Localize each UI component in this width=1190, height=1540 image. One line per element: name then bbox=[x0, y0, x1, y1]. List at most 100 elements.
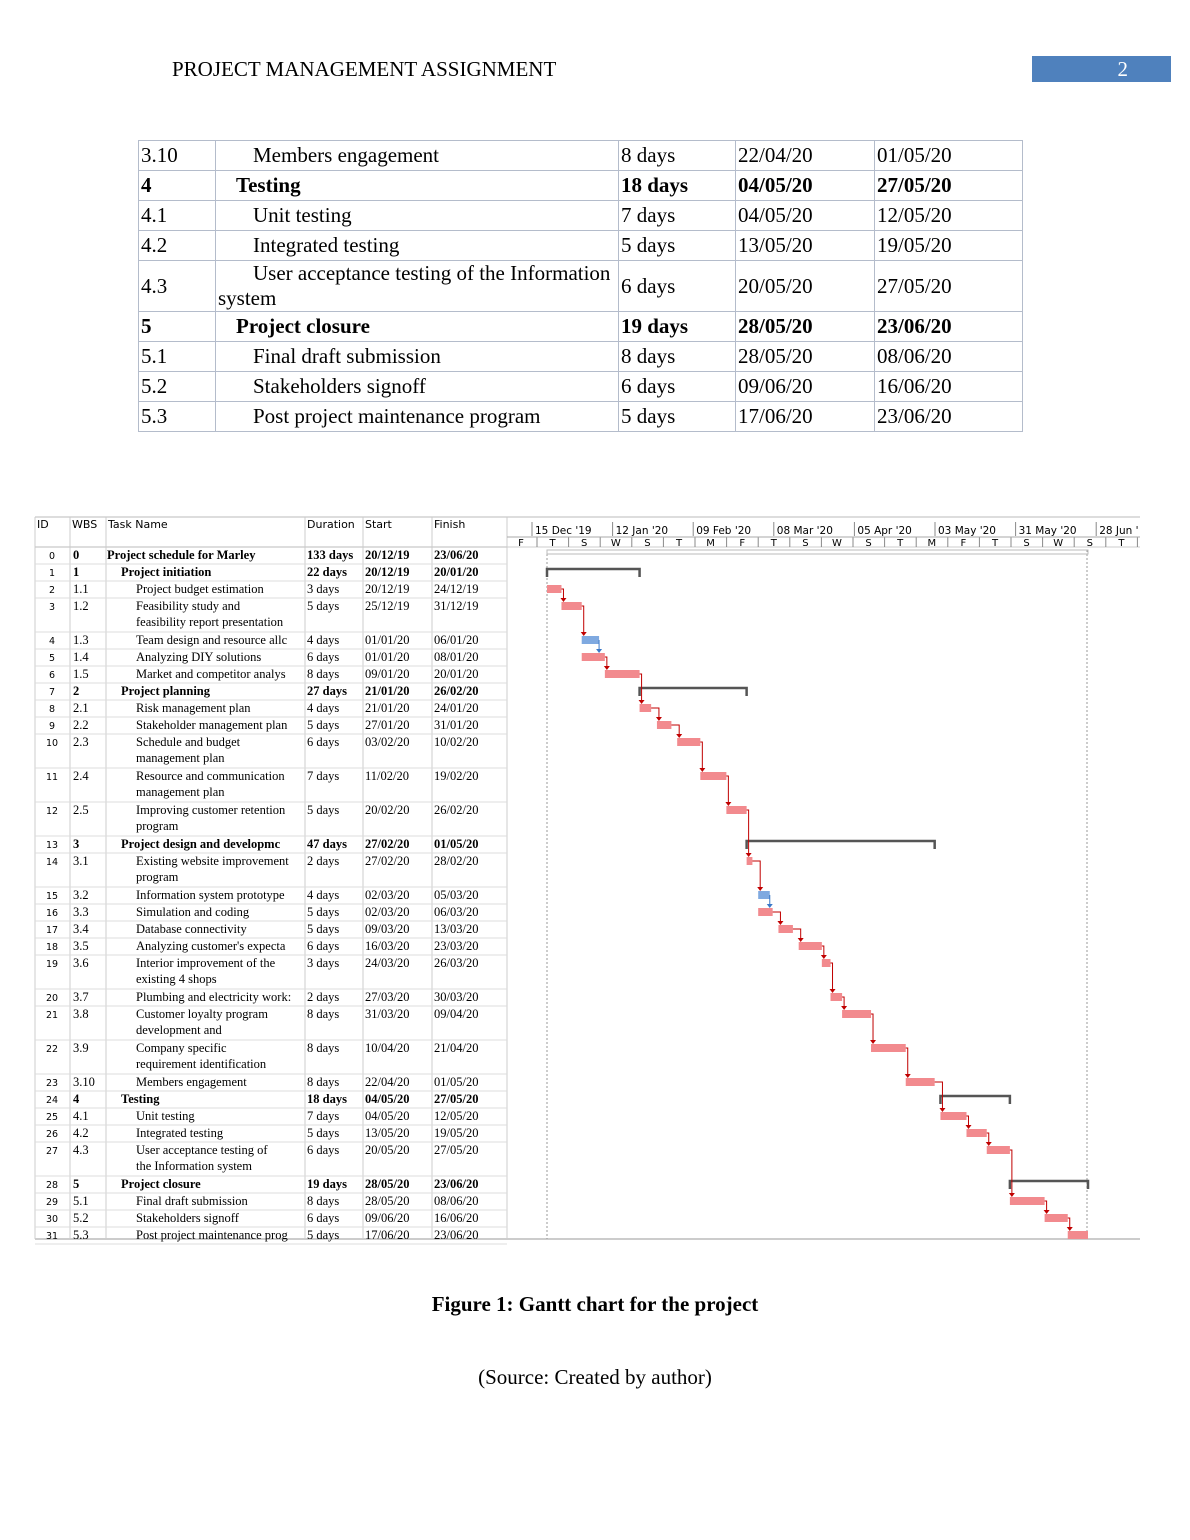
task-finish: 05/03/20 bbox=[434, 888, 478, 902]
task-start: 02/03/20 bbox=[365, 905, 409, 919]
table-cell: Post project maintenance program bbox=[215, 401, 619, 432]
task-duration: 27 days bbox=[307, 684, 347, 698]
dependency-link bbox=[1009, 1149, 1013, 1195]
table-cell: Testing bbox=[215, 170, 619, 201]
dependency-arrow bbox=[939, 1108, 946, 1112]
task-name: Customer loyalty program development and bbox=[136, 1007, 268, 1037]
task-name: Final draft submission bbox=[136, 1194, 249, 1208]
task-wbs: 2.1 bbox=[73, 701, 89, 715]
task-finish: 01/05/20 bbox=[434, 1075, 478, 1089]
table-cell: 27/05/20 bbox=[874, 260, 1023, 312]
table-row: 5 Project closure 19 days 28/05/20 23/06/20 bbox=[138, 311, 1023, 342]
dependency-arrow bbox=[777, 921, 784, 925]
table-cell: 5.1 bbox=[138, 341, 216, 372]
task-id: 25 bbox=[46, 1112, 58, 1123]
task-duration: 6 days bbox=[307, 735, 339, 749]
page-number: 2 bbox=[1032, 56, 1171, 82]
task-wbs: 5.3 bbox=[73, 1228, 89, 1242]
task-finish: 27/05/20 bbox=[434, 1143, 478, 1157]
task-wbs: 3.6 bbox=[73, 956, 89, 970]
dependency-link bbox=[746, 809, 750, 855]
task-duration: 5 days bbox=[307, 1126, 339, 1140]
task-duration: 7 days bbox=[307, 769, 339, 783]
task-id: 19 bbox=[46, 959, 58, 970]
table-cell: 4.2 bbox=[138, 230, 216, 261]
task-bar bbox=[940, 1112, 967, 1120]
table-row: 4.1 Unit testing 7 days 04/05/20 12/05/20 bbox=[138, 200, 1023, 231]
timescale-label: 31 May '20 bbox=[1019, 525, 1077, 537]
dependency-arrow bbox=[1043, 1210, 1050, 1214]
task-id: 24 bbox=[46, 1095, 58, 1106]
dependency-arrow bbox=[560, 598, 567, 602]
table-row: 4 Testing 18 days 04/05/20 27/05/20 bbox=[138, 170, 1023, 201]
task-wbs: 3.4 bbox=[73, 922, 89, 936]
task-id: 27 bbox=[46, 1146, 58, 1157]
dependency-link bbox=[726, 775, 729, 804]
task-name: Risk management plan bbox=[136, 701, 251, 715]
task-finish: 23/06/20 bbox=[434, 1177, 478, 1191]
dependency-link bbox=[905, 1047, 909, 1076]
table-cell: 12/05/20 bbox=[874, 200, 1023, 231]
task-finish: 09/04/20 bbox=[434, 1007, 478, 1021]
task-start: 27/01/20 bbox=[365, 718, 409, 732]
task-wbs: 3.7 bbox=[73, 990, 89, 1004]
task-id: 18 bbox=[46, 942, 58, 953]
task-finish: 06/03/20 bbox=[434, 905, 478, 919]
task-finish: 26/03/20 bbox=[434, 956, 478, 970]
task-duration: 22 days bbox=[307, 565, 347, 579]
task-name: Analyzing customer's expecta bbox=[136, 939, 286, 953]
figure-source: (Source: Created by author) bbox=[478, 1365, 712, 1389]
task-bar bbox=[677, 738, 701, 746]
task-wbs: 3 bbox=[73, 837, 79, 851]
task-start: 01/01/20 bbox=[365, 650, 409, 664]
summary-bar bbox=[638, 686, 748, 696]
task-wbs: 2 bbox=[73, 684, 79, 698]
task-start: 20/12/19 bbox=[365, 548, 409, 562]
task-wbs: 4.1 bbox=[73, 1109, 89, 1123]
column-header: Finish bbox=[434, 518, 465, 531]
task-id: 7 bbox=[49, 687, 55, 698]
table-cell: 23/06/20 bbox=[874, 311, 1023, 342]
task-wbs: 3.1 bbox=[73, 854, 89, 868]
timescale-label: 09 Feb '20 bbox=[696, 525, 751, 537]
task-finish: 21/04/20 bbox=[434, 1041, 478, 1055]
task-duration: 19 days bbox=[307, 1177, 347, 1191]
task-duration: 7 days bbox=[307, 1109, 339, 1123]
timescale-day: S bbox=[802, 538, 808, 549]
task-id: 17 bbox=[46, 925, 58, 936]
table-row: 4.2 Integrated testing 5 days 13/05/20 19/05… bbox=[138, 230, 1023, 261]
task-bar bbox=[758, 891, 770, 899]
timescale-day: S bbox=[644, 538, 650, 549]
timescale-day: T bbox=[770, 538, 778, 549]
table-cell: Members engagement bbox=[215, 140, 619, 171]
task-start: 20/12/19 bbox=[365, 565, 409, 579]
task-name: Unit testing bbox=[136, 1109, 195, 1123]
dependency-link bbox=[581, 605, 585, 634]
task-duration: 2 days bbox=[307, 990, 339, 1004]
task-start: 13/05/20 bbox=[365, 1126, 409, 1140]
task-wbs: 5 bbox=[73, 1177, 79, 1191]
task-name: Resource and communication management pla… bbox=[136, 769, 285, 799]
timescale-day: W bbox=[611, 538, 621, 549]
task-finish: 30/03/20 bbox=[434, 990, 478, 1004]
task-name: Team design and resource allc bbox=[136, 633, 288, 647]
timescale-day: M bbox=[927, 538, 936, 549]
task-id: 20 bbox=[46, 993, 58, 1004]
task-finish: 01/05/20 bbox=[434, 837, 478, 851]
task-duration: 47 days bbox=[307, 837, 347, 851]
task-wbs: 1.3 bbox=[73, 633, 89, 647]
dependency-arrow bbox=[655, 717, 662, 721]
dependency-arrow bbox=[904, 1074, 911, 1078]
task-start: 11/02/20 bbox=[365, 769, 409, 783]
task-bar bbox=[746, 857, 753, 865]
task-start: 09/03/20 bbox=[365, 922, 409, 936]
task-start: 17/06/20 bbox=[365, 1228, 409, 1242]
task-id: 30 bbox=[46, 1214, 58, 1225]
task-name: Project schedule for Marley bbox=[107, 548, 256, 562]
table-cell: 3.10 bbox=[138, 140, 216, 171]
task-id: 14 bbox=[46, 857, 58, 868]
table-cell: 17/06/20 bbox=[735, 401, 875, 432]
task-start: 22/04/20 bbox=[365, 1075, 409, 1089]
task-start: 16/03/20 bbox=[365, 939, 409, 953]
figure-caption: Figure 1: Gantt chart for the project bbox=[431, 1292, 759, 1316]
